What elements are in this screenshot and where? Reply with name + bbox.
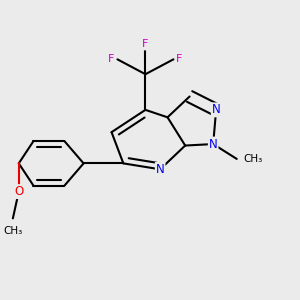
Text: O: O [14,185,23,198]
Text: F: F [108,54,115,64]
Text: CH₃: CH₃ [243,154,262,164]
Text: F: F [176,54,183,64]
Text: N: N [209,138,218,151]
Text: N: N [212,103,220,116]
Text: N: N [156,163,164,176]
Text: CH₃: CH₃ [3,226,22,236]
Text: F: F [142,40,148,50]
